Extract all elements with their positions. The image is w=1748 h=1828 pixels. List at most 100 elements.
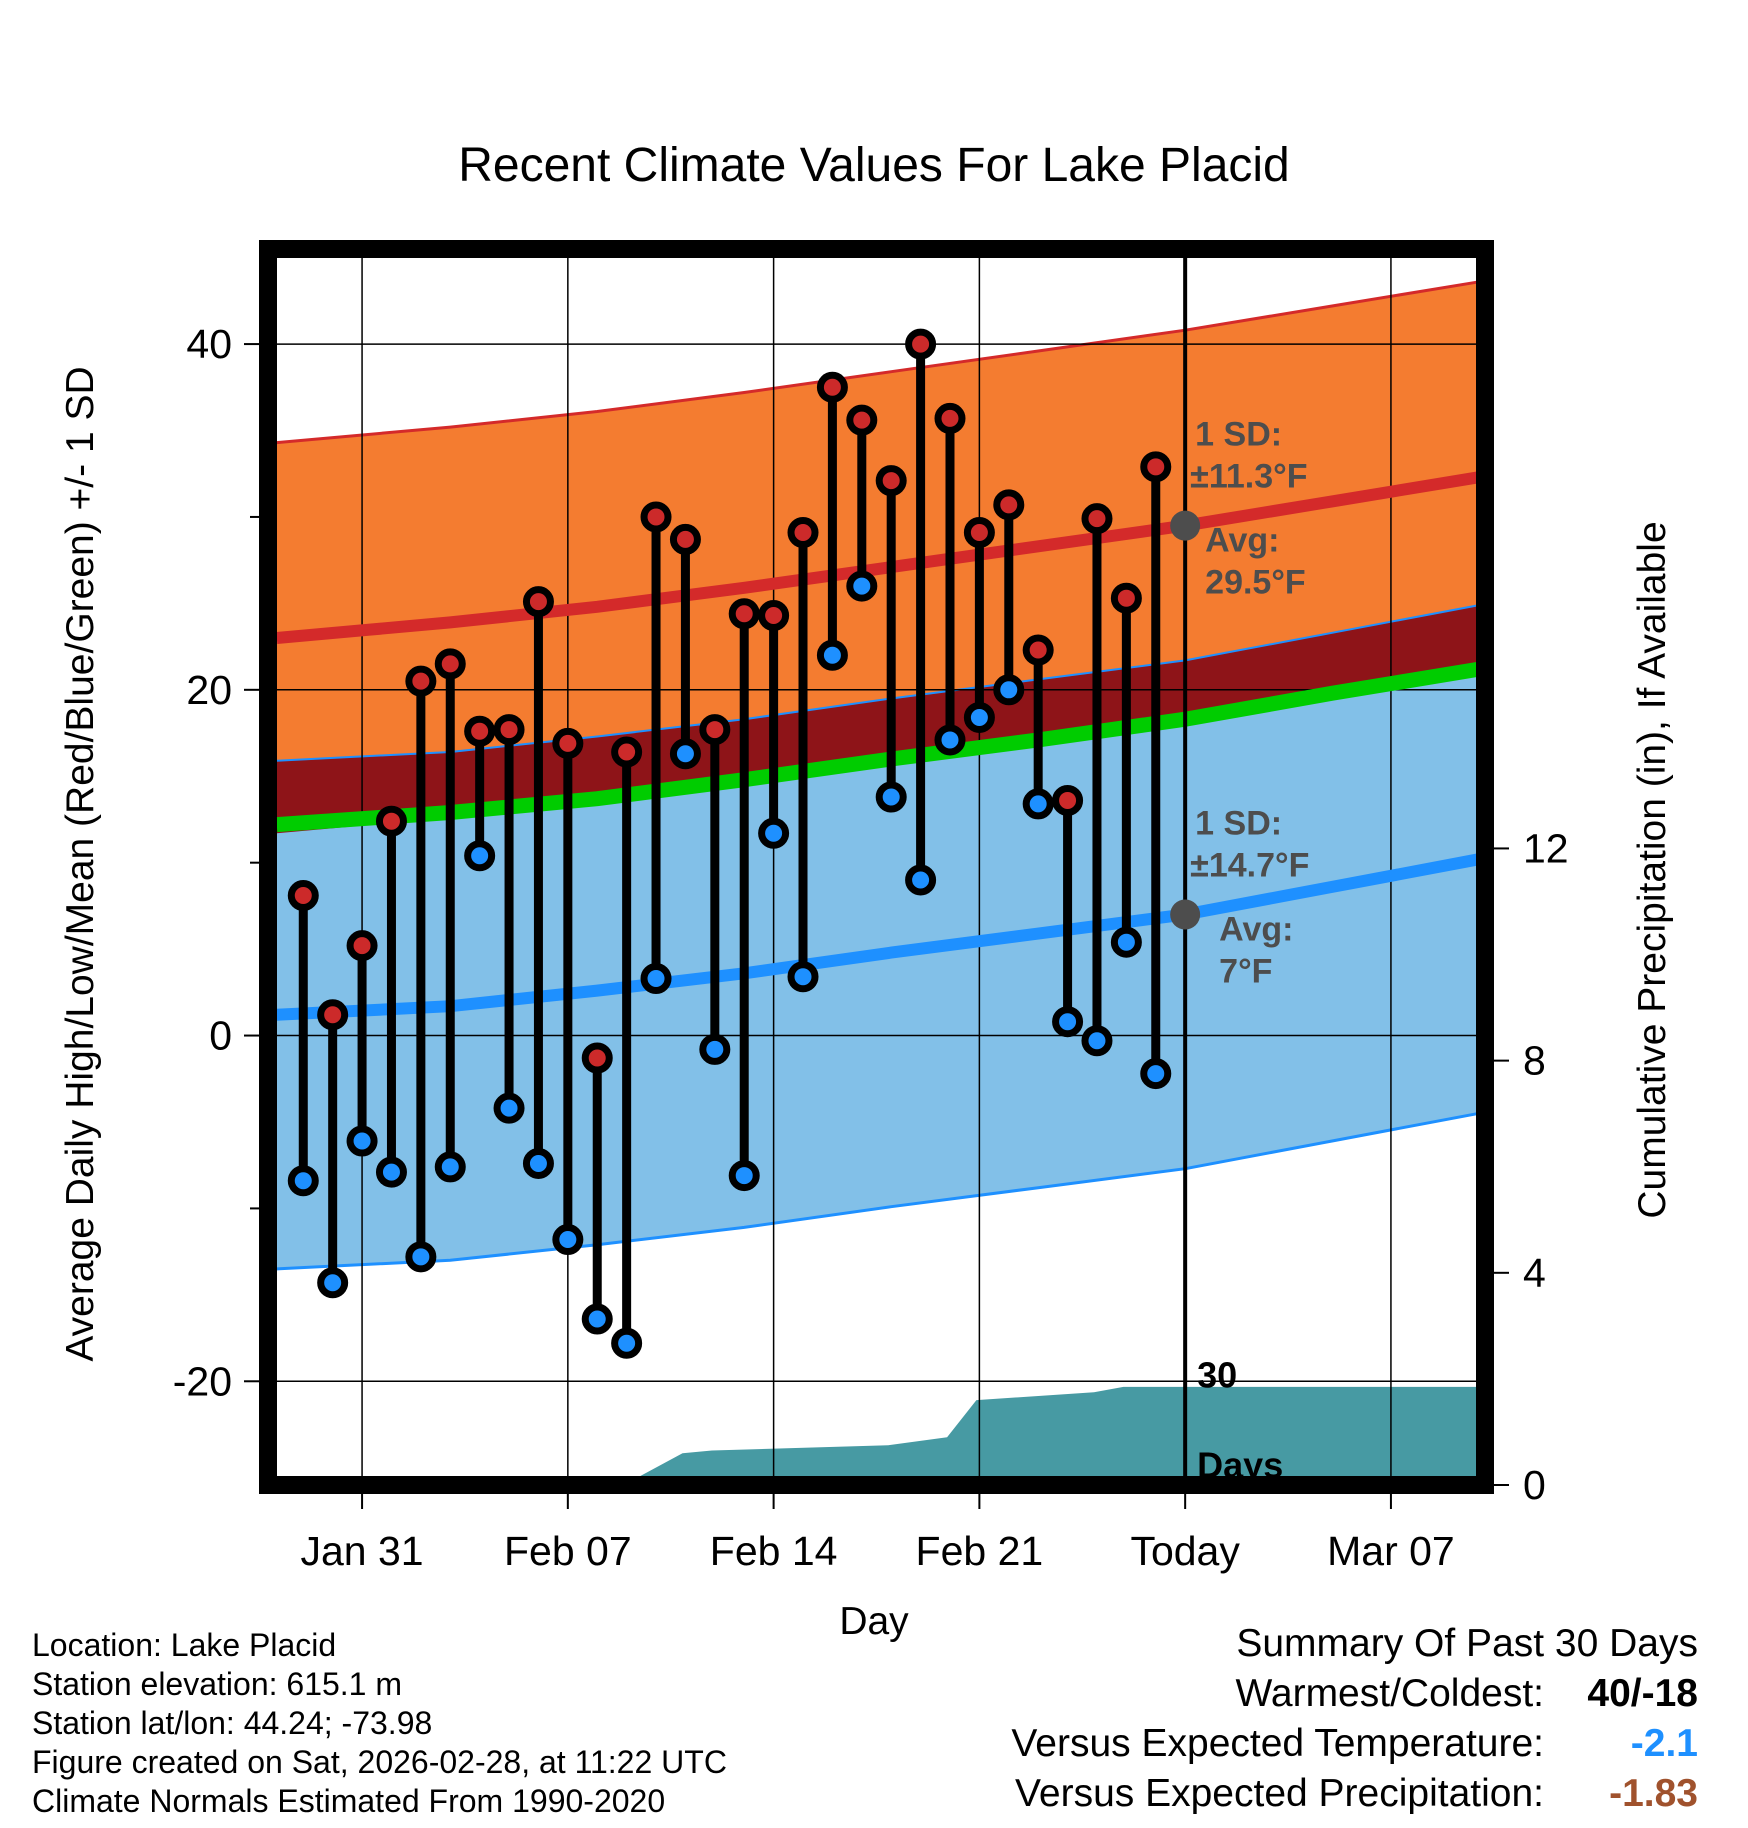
location-text: Location: Lake Placid bbox=[32, 1627, 337, 1663]
daily-high-point bbox=[375, 805, 407, 837]
y-tick-label: -20 bbox=[173, 1358, 232, 1404]
high-avg-value: 29.5°F bbox=[1205, 564, 1306, 602]
low-sd-lower-edge bbox=[276, 1111, 1480, 1271]
x-tick-label: Feb 07 bbox=[504, 1528, 632, 1574]
daily-high-point bbox=[963, 517, 995, 549]
daily-low-point bbox=[728, 1160, 760, 1192]
daily-high-point bbox=[669, 523, 701, 555]
daily-low-point bbox=[669, 738, 701, 770]
daily-low-point bbox=[1140, 1058, 1172, 1090]
precip-anomaly-value: -1.83 bbox=[1609, 1772, 1698, 1815]
summary-heading-text: Summary Of Past 30 Days bbox=[1236, 1622, 1698, 1665]
chart-title: Recent Climate Values For Lake Placid bbox=[458, 139, 1290, 192]
daily-high-point bbox=[1022, 634, 1054, 666]
daily-low-point bbox=[963, 701, 995, 733]
warmest-coldest-label: Warmest/Coldest: bbox=[1235, 1672, 1544, 1715]
daily-low-point bbox=[758, 817, 790, 849]
y-axis-label: Average Daily High/Low/Mean (Red/Blue/Gr… bbox=[59, 366, 102, 1361]
y2-tick-label: 12 bbox=[1523, 825, 1569, 871]
summary-row-temperature: Versus Expected Temperature: -2.1 bbox=[1011, 1722, 1698, 1772]
daily-high-point bbox=[934, 402, 966, 434]
temp-anomaly-label: Versus Expected Temperature: bbox=[1011, 1722, 1544, 1765]
plot-area: 1 SD: ±11.3°F Avg: 29.5°F 1 SD: ±14.7°F Avg: 7°… bbox=[268, 249, 1485, 1485]
daily-high-point bbox=[699, 714, 731, 746]
daily-low-point bbox=[434, 1151, 466, 1183]
y-tick-label: 20 bbox=[186, 667, 232, 713]
high-sd-value: ±11.3°F bbox=[1190, 458, 1307, 496]
daily-low-point bbox=[522, 1147, 554, 1179]
daily-high-point bbox=[1052, 784, 1084, 816]
x-tick-label: Jan 31 bbox=[301, 1528, 424, 1574]
daily-high-point bbox=[493, 714, 525, 746]
plot-frame bbox=[259, 240, 1494, 1494]
low-avg-label: Avg: bbox=[1219, 911, 1293, 949]
x-tick-label: Feb 14 bbox=[710, 1528, 838, 1574]
daily-high-point bbox=[405, 665, 437, 697]
daily-high-point bbox=[875, 465, 907, 497]
daily-low-point bbox=[699, 1033, 731, 1065]
y2-tick-label: 0 bbox=[1523, 1462, 1546, 1508]
daily-high-point bbox=[346, 930, 378, 962]
daily-high-point bbox=[287, 880, 319, 912]
daily-high-point bbox=[787, 517, 819, 549]
daily-high-point bbox=[1110, 582, 1142, 614]
y2-tick-label: 4 bbox=[1523, 1250, 1546, 1296]
daily-low-point bbox=[1110, 926, 1142, 958]
x-tick-label: Mar 07 bbox=[1327, 1528, 1455, 1574]
elevation-text: Station elevation: 615.1 m bbox=[32, 1666, 403, 1702]
daily-low-point bbox=[1022, 788, 1054, 820]
normals-text: Climate Normals Estimated From 1990-2020 bbox=[32, 1783, 666, 1819]
high-avg-label: Avg: bbox=[1205, 522, 1279, 560]
daily-low-point bbox=[611, 1327, 643, 1359]
daily-high-point bbox=[611, 736, 643, 768]
warmest-coldest-value: 40/-18 bbox=[1587, 1672, 1698, 1715]
today-low-avg-marker bbox=[1170, 899, 1201, 930]
daily-high-point bbox=[522, 586, 554, 618]
daily-high-point bbox=[1140, 451, 1172, 483]
daily-high-point bbox=[905, 328, 937, 360]
created-text: Figure created on Sat, 2026-02-28, at 11… bbox=[32, 1744, 727, 1780]
daily-low-point bbox=[787, 961, 819, 993]
daily-low-point bbox=[1052, 1006, 1084, 1038]
temp-anomaly-value: -2.1 bbox=[1630, 1722, 1698, 1765]
daily-low-point bbox=[317, 1267, 349, 1299]
summary-panel: Summary Of Past 30 Days Warmest/Coldest:… bbox=[1011, 1622, 1698, 1822]
daily-high-point bbox=[758, 599, 790, 631]
daily-high-point bbox=[581, 1042, 613, 1074]
normal-low-line bbox=[276, 853, 1481, 1021]
daily-low-point bbox=[552, 1224, 584, 1256]
low-sd-value: ±14.7°F bbox=[1190, 847, 1309, 885]
low-avg-value: 7°F bbox=[1219, 953, 1272, 991]
y-tick-label: 0 bbox=[209, 1013, 232, 1059]
today-high-avg-marker bbox=[1170, 510, 1201, 541]
x-axis-label: Day bbox=[839, 1600, 909, 1643]
latlon-text: Station lat/lon: 44.24; -73.98 bbox=[32, 1705, 433, 1741]
precip-anomaly-label: Versus Expected Precipitation: bbox=[1015, 1772, 1544, 1815]
daily-low-point bbox=[493, 1092, 525, 1124]
days-count: 30 bbox=[1197, 1355, 1237, 1396]
daily-low-point bbox=[846, 570, 878, 602]
daily-low-point bbox=[993, 674, 1025, 706]
daily-low-point bbox=[375, 1156, 407, 1188]
daily-high-point bbox=[552, 727, 584, 759]
daily-high-point bbox=[640, 501, 672, 533]
y2-axis-label: Cumulative Precipitation (in), If Availa… bbox=[1631, 521, 1674, 1218]
daily-low-point bbox=[464, 840, 496, 872]
daily-low-point bbox=[581, 1303, 613, 1335]
daily-low-point bbox=[905, 864, 937, 896]
low-sd-label: 1 SD: bbox=[1195, 805, 1282, 843]
daily-high-point bbox=[816, 371, 848, 403]
y2-tick-label: 8 bbox=[1523, 1038, 1546, 1084]
daily-high-point bbox=[993, 489, 1025, 521]
daily-high-point bbox=[846, 404, 878, 436]
y-tick-label: 40 bbox=[186, 321, 232, 367]
daily-low-point bbox=[875, 781, 907, 813]
summary-row-warmest-coldest: Warmest/Coldest: 40/-18 bbox=[1011, 1672, 1698, 1722]
daily-high-point bbox=[1081, 503, 1113, 535]
summary-row-precipitation: Versus Expected Precipitation: -1.83 bbox=[1011, 1772, 1698, 1822]
summary-heading: Summary Of Past 30 Days bbox=[1011, 1622, 1698, 1672]
daily-low-point bbox=[346, 1125, 378, 1157]
daily-low-point bbox=[640, 962, 672, 994]
daily-high-point bbox=[317, 999, 349, 1031]
